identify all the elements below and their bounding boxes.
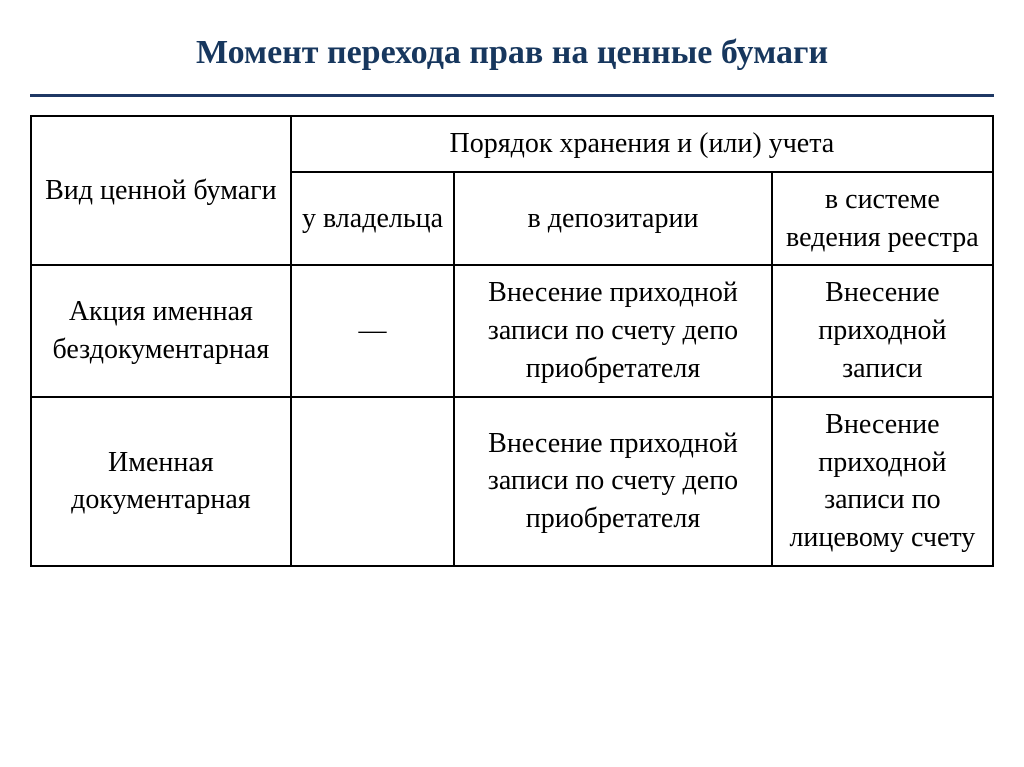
cell-registry: Внесение приходной записи по лицевому сч… — [772, 397, 993, 566]
subheader-owner: у владельца — [291, 172, 455, 266]
row-label: Именная документарная — [31, 397, 291, 566]
subheader-depository: в депозитарии — [454, 172, 771, 266]
slide-container: Момент перехода прав на ценные бумаги Ви… — [0, 0, 1024, 767]
cell-depository: Внесение приходной записи по счету депо … — [454, 265, 771, 396]
row-label: Акция именная бездокументарная — [31, 265, 291, 396]
rights-transfer-table: Вид ценной бумаги Порядок хранения и (ил… — [30, 115, 994, 567]
cell-depository: Внесение приходной записи по счету депо … — [454, 397, 771, 566]
subheader-registry: в системе ведения реестра — [772, 172, 993, 266]
header-storage-group: Порядок хранения и (или) учета — [291, 116, 993, 172]
cell-registry: Внесение приходной записи — [772, 265, 993, 396]
table-header-row-1: Вид ценной бумаги Порядок хранения и (ил… — [31, 116, 993, 172]
header-security-type: Вид ценной бумаги — [31, 116, 291, 265]
page-title: Момент перехода прав на ценные бумаги — [30, 20, 994, 97]
table-row: Именная документарная Внесение приходной… — [31, 397, 993, 566]
cell-owner: — — [291, 265, 455, 396]
cell-owner — [291, 397, 455, 566]
table-row: Акция именная бездокументарная — Внесени… — [31, 265, 993, 396]
